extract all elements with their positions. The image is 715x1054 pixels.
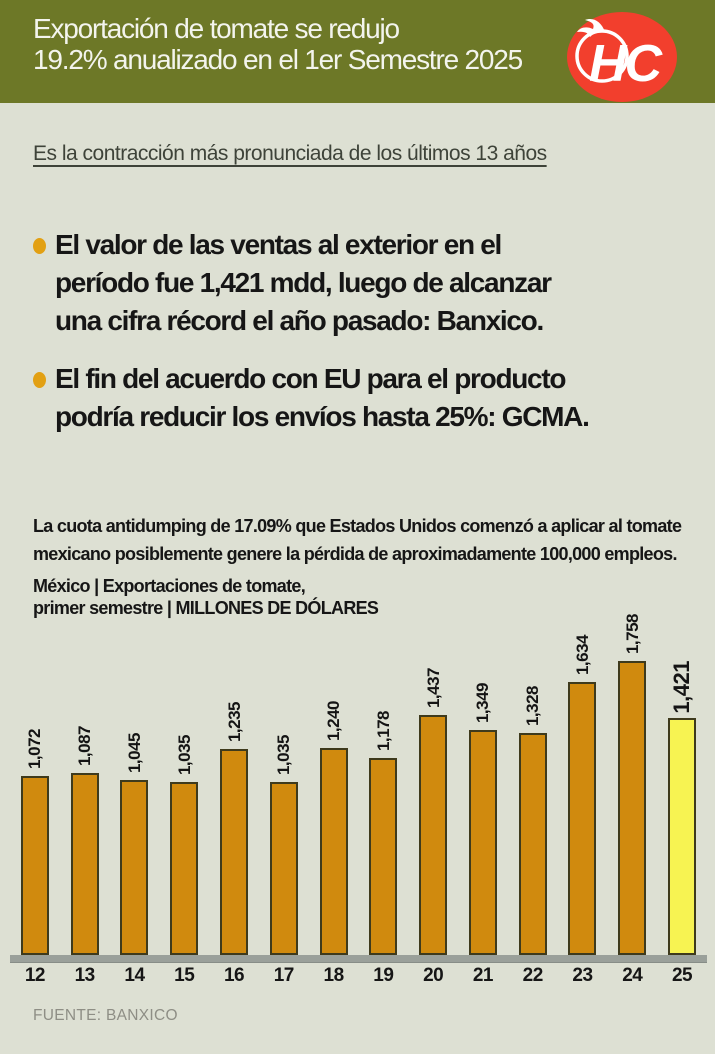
bar xyxy=(20,776,49,955)
bar-column: 1,634 xyxy=(558,635,608,955)
bar xyxy=(170,782,199,955)
bar xyxy=(70,773,99,955)
hc-tomato-logo: HC xyxy=(567,12,677,102)
bullet-dot-icon xyxy=(33,238,46,254)
bar xyxy=(468,730,497,955)
bullet-1-line2: período fue 1,421 mdd, luego de alcanzar xyxy=(55,267,552,298)
bar-column: 1,072 xyxy=(10,729,60,955)
x-axis-label: 21 xyxy=(472,965,494,986)
bullet-item-1: El valor de las ventas al exterior en el… xyxy=(33,226,673,340)
x-axis-label: 16 xyxy=(223,965,245,986)
bar-column: 1,421 xyxy=(657,661,707,955)
bar-column: 1,087 xyxy=(60,726,110,955)
bar-column: 1,045 xyxy=(110,733,160,955)
x-axis-label: 19 xyxy=(373,965,394,986)
x-axis-labels: 12 13 14 15 16 17 18 19 20 21 22 23 24 25 xyxy=(10,965,707,987)
x-axis-label: 15 xyxy=(174,965,195,986)
x-axis-label: 17 xyxy=(273,965,295,986)
chart-kicker: México | Exportaciones de tomate, primer… xyxy=(33,575,379,619)
page-title-line2: 19.2% anualizado en el 1er Semestre 2025 xyxy=(33,44,523,75)
x-axis-label: 22 xyxy=(522,965,544,986)
chart-kicker-line2: primer semestre | MILLONES DE DÓLARES xyxy=(33,598,379,618)
bar-value-label: 1,235 xyxy=(224,701,244,742)
bar xyxy=(120,780,149,955)
bar xyxy=(518,733,547,955)
logo-letters: HC xyxy=(589,35,664,93)
bullet-1-text: El valor de las ventas al exterior en el… xyxy=(55,226,552,340)
page-title-line1: Exportación de tomate se redujo xyxy=(33,13,400,44)
source-credit: FUENTE: BANXICO xyxy=(33,1007,178,1024)
bar-value-label: 1,349 xyxy=(473,682,493,723)
bar xyxy=(618,661,647,955)
bar-value-label: 1,035 xyxy=(174,734,194,775)
bar-value-label: 1,634 xyxy=(572,634,592,675)
x-axis-label: 12 xyxy=(24,965,46,986)
bar-column: 1,035 xyxy=(159,735,209,955)
x-axis-label: 13 xyxy=(74,965,96,986)
bullet-2-text: El fin del acuerdo con EU para el produc… xyxy=(55,360,590,436)
bar-column: 1,035 xyxy=(259,735,309,955)
note-line1: La cuota antidumping de 17.09% que Estad… xyxy=(33,516,682,536)
bullet-item-2: El fin del acuerdo con EU para el produc… xyxy=(33,360,673,436)
bar xyxy=(269,782,298,955)
bullet-1-line1: El valor de las ventas al exterior en el xyxy=(55,229,502,260)
bar-value-label: 1,437 xyxy=(423,667,443,708)
bullet-dot-icon xyxy=(33,372,46,388)
bar-column: 1,328 xyxy=(508,686,558,955)
bar xyxy=(369,758,398,955)
bullet-2-line1: El fin del acuerdo con EU para el produc… xyxy=(55,363,566,394)
bar-value-label: 1,087 xyxy=(75,725,95,766)
bar-value-label: 1,328 xyxy=(523,685,543,726)
bar-value-label: 1,045 xyxy=(124,732,144,773)
bullet-1-line3: una cifra récord el año pasado: Banxico. xyxy=(55,305,544,336)
bar-value-label: 1,240 xyxy=(324,700,344,741)
x-axis-label: 25 xyxy=(671,965,693,986)
bar xyxy=(220,749,249,955)
bar-column: 1,349 xyxy=(458,683,508,955)
bar-column: 1,235 xyxy=(209,702,259,955)
note-paragraph: La cuota antidumping de 17.09% que Estad… xyxy=(33,512,682,568)
bar-value-label: 1,758 xyxy=(622,613,642,654)
note-line2: mexicano posiblemente genere la pérdida … xyxy=(33,544,677,564)
bar-chart: 1,072 1,087 1,045 1,035 1,235 1,035 1,240 1,178… xyxy=(10,600,707,955)
page-title: Exportación de tomate se redujo 19.2% an… xyxy=(33,13,523,75)
bar-highlighted xyxy=(668,718,697,955)
bar xyxy=(568,682,597,955)
bar xyxy=(319,748,348,955)
bar-value-label: 1,035 xyxy=(274,734,294,775)
chart-kicker-line1: México | Exportaciones de tomate, xyxy=(33,576,306,596)
bar-column: 1,758 xyxy=(607,614,657,955)
x-axis-label: 24 xyxy=(622,965,643,986)
subtitle: Es la contracción más pronunciada de los… xyxy=(33,142,547,165)
bar-value-label: 1,072 xyxy=(25,728,45,769)
bar-value-label: 1,178 xyxy=(373,710,393,751)
x-axis-baseline xyxy=(10,955,707,963)
x-axis-label: 18 xyxy=(323,965,345,986)
bar-column: 1,240 xyxy=(309,701,359,955)
bullet-2-line2: podría reducir los envíos hasta 25%: GCM… xyxy=(55,401,590,432)
x-axis-label: 14 xyxy=(124,965,145,986)
bar-column: 1,437 xyxy=(408,668,458,955)
tomato-leaf-icon xyxy=(577,19,605,37)
bar-column: 1,178 xyxy=(358,711,408,955)
bar-value-label: 1,421 xyxy=(669,661,695,714)
x-axis-label: 23 xyxy=(572,965,593,986)
header-banner: Exportación de tomate se redujo 19.2% an… xyxy=(0,0,715,103)
x-axis-label: 20 xyxy=(423,965,444,986)
bar xyxy=(419,715,448,955)
